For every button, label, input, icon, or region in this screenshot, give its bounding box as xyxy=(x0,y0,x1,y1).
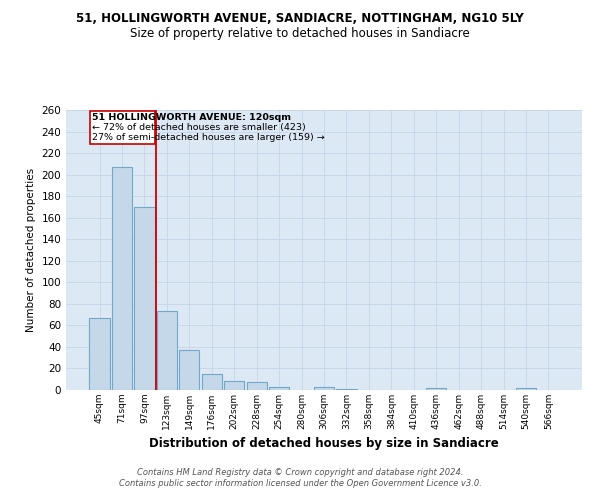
FancyBboxPatch shape xyxy=(90,111,155,144)
Bar xyxy=(157,312,177,390)
Bar xyxy=(112,167,132,390)
X-axis label: Distribution of detached houses by size in Sandiacre: Distribution of detached houses by size … xyxy=(149,438,499,450)
Bar xyxy=(247,382,267,390)
Bar xyxy=(202,374,222,390)
Text: 51, HOLLINGWORTH AVENUE, SANDIACRE, NOTTINGHAM, NG10 5LY: 51, HOLLINGWORTH AVENUE, SANDIACRE, NOTT… xyxy=(76,12,524,26)
Bar xyxy=(314,387,334,390)
Bar xyxy=(269,387,289,390)
Text: 27% of semi-detached houses are larger (159) →: 27% of semi-detached houses are larger (… xyxy=(92,132,325,141)
Bar xyxy=(89,318,110,390)
Text: 51 HOLLINGWORTH AVENUE: 120sqm: 51 HOLLINGWORTH AVENUE: 120sqm xyxy=(92,113,292,122)
Text: ← 72% of detached houses are smaller (423): ← 72% of detached houses are smaller (42… xyxy=(92,123,306,132)
Bar xyxy=(224,382,244,390)
Bar xyxy=(337,389,356,390)
Bar xyxy=(179,350,199,390)
Bar xyxy=(134,207,155,390)
Y-axis label: Number of detached properties: Number of detached properties xyxy=(26,168,36,332)
Text: Contains HM Land Registry data © Crown copyright and database right 2024.
Contai: Contains HM Land Registry data © Crown c… xyxy=(119,468,481,487)
Text: Size of property relative to detached houses in Sandiacre: Size of property relative to detached ho… xyxy=(130,28,470,40)
Bar xyxy=(426,388,446,390)
Bar xyxy=(516,388,536,390)
